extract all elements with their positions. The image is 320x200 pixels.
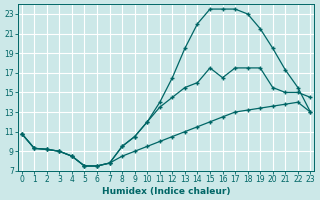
X-axis label: Humidex (Indice chaleur): Humidex (Indice chaleur) <box>102 187 230 196</box>
